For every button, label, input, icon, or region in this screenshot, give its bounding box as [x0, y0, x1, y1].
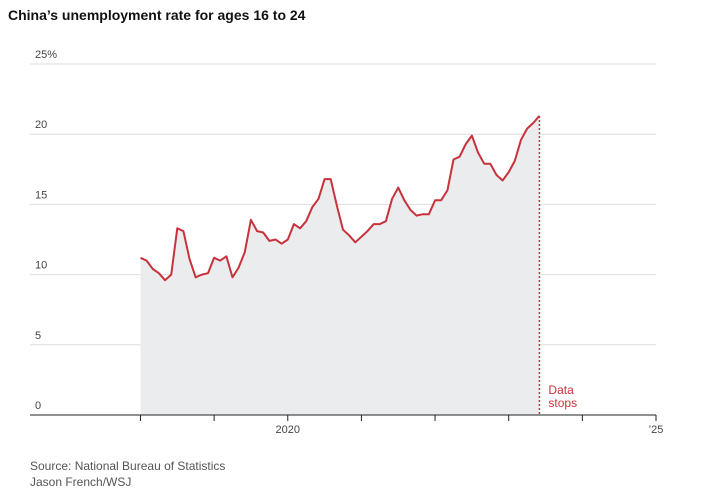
x-tick-label: 2020 — [276, 424, 300, 436]
chart-title: China’s unemployment rate for ages 16 to… — [8, 7, 306, 23]
source: Source: National Bureau of Statistics — [30, 459, 225, 473]
area — [140, 115, 540, 416]
y-tick-label: 10 — [35, 260, 47, 272]
line — [140, 115, 541, 282]
x-tick-label: ’25 — [649, 424, 664, 436]
y-tick-label: 25% — [35, 49, 57, 61]
y-tick-label: 15 — [35, 189, 47, 201]
credit: Jason French/WSJ — [30, 475, 131, 489]
y-tick-label: 5 — [35, 330, 41, 342]
y-tick-label: 0 — [35, 400, 41, 412]
annotation: stops — [548, 396, 577, 410]
annotation: Data — [548, 383, 574, 397]
y-tick-label: 20 — [35, 119, 47, 131]
